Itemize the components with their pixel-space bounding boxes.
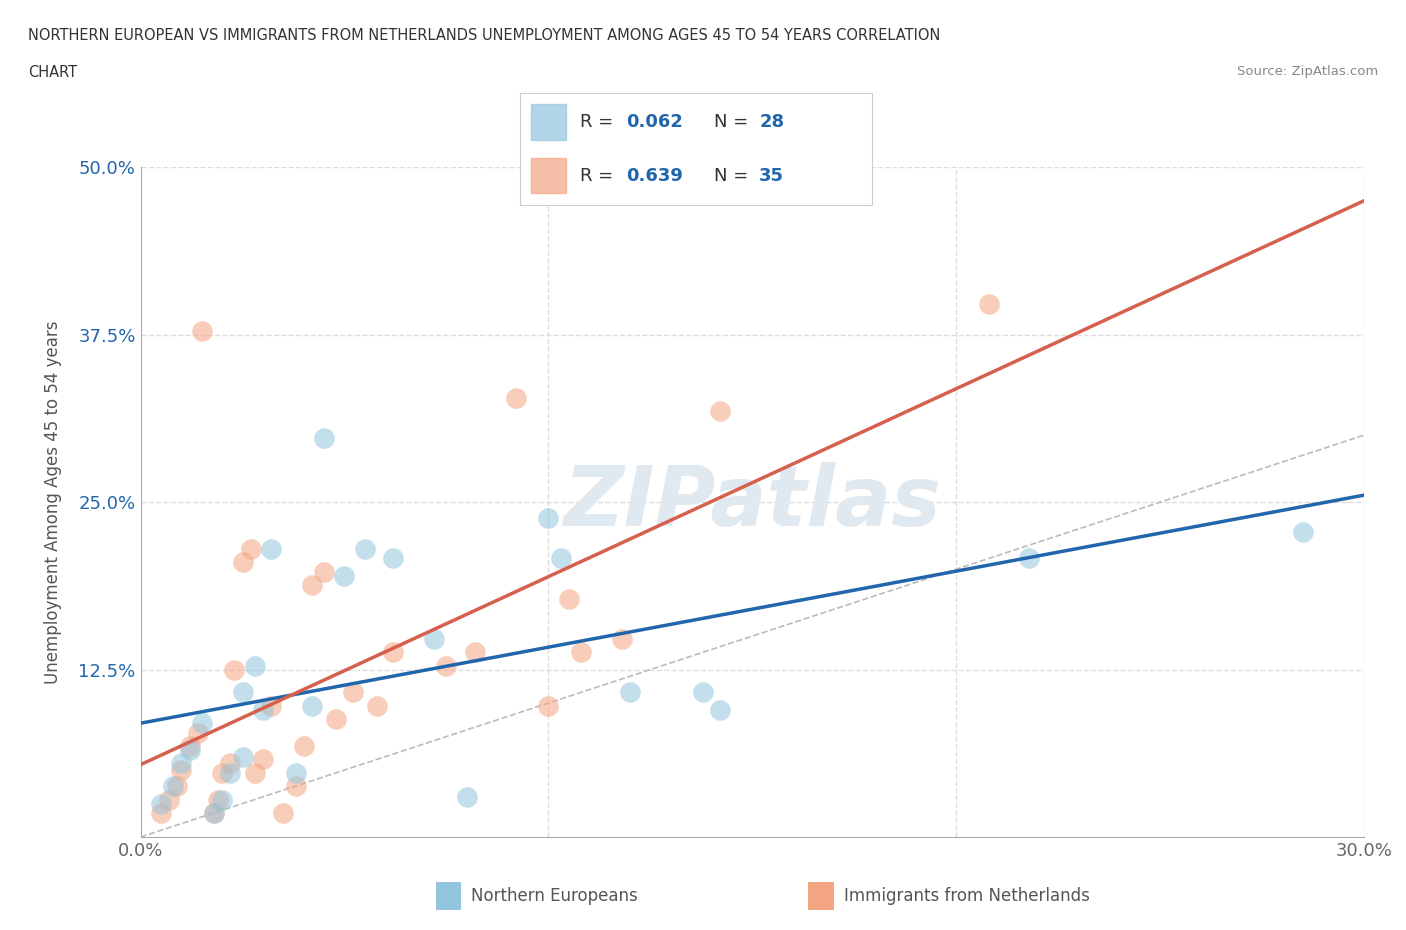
Text: 0.639: 0.639 [626, 166, 682, 184]
Point [219, 756, 242, 771]
Point [382, 551, 405, 565]
Point [569, 644, 592, 659]
Point [162, 778, 184, 793]
Point [271, 805, 295, 820]
Point [610, 631, 633, 646]
Point [423, 631, 446, 646]
Point [157, 792, 180, 807]
Text: Immigrants from Netherlands: Immigrants from Netherlands [844, 886, 1090, 905]
Point [166, 778, 188, 793]
Point [191, 324, 214, 339]
Point [231, 555, 254, 570]
Bar [531, 158, 565, 193]
Point [619, 684, 641, 699]
Point [211, 792, 233, 807]
Point [202, 805, 225, 820]
Point [312, 431, 335, 445]
Point [436, 658, 458, 673]
Point [382, 644, 405, 659]
Text: CHART: CHART [28, 65, 77, 80]
Point [312, 565, 335, 579]
Point [709, 702, 731, 717]
Text: N =: N = [714, 166, 754, 184]
Point [224, 662, 246, 677]
Point [231, 750, 254, 764]
Point [354, 541, 377, 556]
Point [170, 763, 193, 777]
Text: ZIPatlas: ZIPatlas [564, 461, 941, 543]
Point [505, 391, 527, 405]
Point [557, 591, 581, 606]
Point [260, 698, 283, 713]
Point [537, 511, 560, 525]
Point [219, 765, 242, 780]
Point [150, 805, 172, 820]
Point [325, 711, 347, 726]
Point [239, 541, 262, 556]
Text: 35: 35 [759, 166, 785, 184]
Point [252, 702, 274, 717]
Point [1018, 551, 1040, 565]
Point [284, 778, 307, 793]
Text: Northern Europeans: Northern Europeans [471, 886, 638, 905]
Point [464, 644, 486, 659]
Point [243, 765, 266, 780]
Point [187, 725, 209, 740]
Point [301, 578, 323, 592]
Text: 28: 28 [759, 113, 785, 131]
Point [692, 684, 714, 699]
Point [342, 684, 364, 699]
Point [709, 404, 731, 418]
Point [231, 684, 254, 699]
Point [243, 658, 266, 673]
Text: Source: ZipAtlas.com: Source: ZipAtlas.com [1237, 65, 1378, 78]
Point [550, 551, 572, 565]
Bar [531, 104, 565, 140]
Point [537, 698, 560, 713]
Text: 0.062: 0.062 [626, 113, 682, 131]
Point [170, 756, 193, 771]
Point [179, 742, 201, 757]
Text: R =: R = [581, 166, 619, 184]
Text: N =: N = [714, 113, 754, 131]
Text: R =: R = [581, 113, 619, 131]
Point [333, 568, 356, 583]
Point [1291, 525, 1313, 539]
Text: NORTHERN EUROPEAN VS IMMIGRANTS FROM NETHERLANDS UNEMPLOYMENT AMONG AGES 45 TO 5: NORTHERN EUROPEAN VS IMMIGRANTS FROM NET… [28, 28, 941, 43]
Point [207, 792, 229, 807]
Point [456, 790, 478, 804]
Point [977, 297, 1000, 312]
Point [260, 541, 283, 556]
Point [202, 805, 225, 820]
Point [292, 738, 315, 753]
Y-axis label: Unemployment Among Ages 45 to 54 years: Unemployment Among Ages 45 to 54 years [44, 321, 62, 684]
Point [191, 716, 214, 731]
Point [252, 751, 274, 766]
Point [301, 698, 323, 713]
Point [211, 765, 233, 780]
Point [179, 738, 201, 753]
Point [284, 765, 307, 780]
Point [150, 796, 172, 811]
Point [366, 698, 388, 713]
